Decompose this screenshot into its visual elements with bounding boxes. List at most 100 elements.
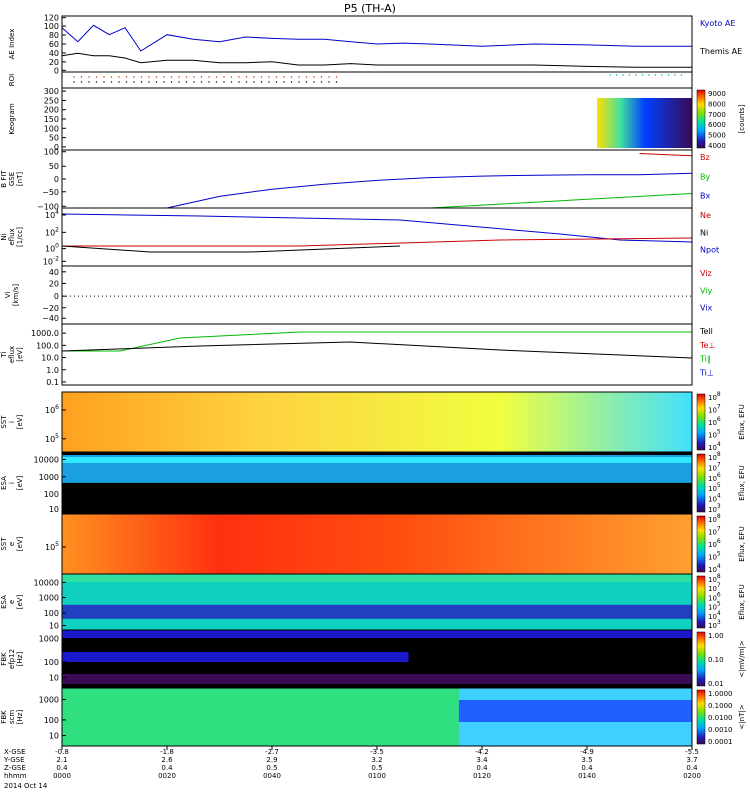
panel-12: FBKscm[Hz] 1000 100 10 1.0000 0.1000 0.0100 0.0… <box>0 687 746 747</box>
colorbar-tick-label: 0.01 <box>708 680 724 688</box>
y-axis-label: Tieflux[eV] <box>0 346 24 363</box>
roi-dot <box>622 74 624 76</box>
y-axis-label: AE Index <box>8 29 16 60</box>
y-tick-label: 104 <box>45 209 59 220</box>
colorbar-tick-label: 0.1000 <box>708 702 733 710</box>
roi-dot <box>230 76 233 78</box>
y-tick-label: 0 <box>54 66 59 75</box>
roi-dot <box>230 81 233 83</box>
roi-dot <box>253 76 255 78</box>
heatmap-band <box>62 652 409 662</box>
colorbar-tick-label: 103 <box>708 503 721 514</box>
heatmap-cells <box>62 514 692 574</box>
y-axis-label: B FITGSE[nT] <box>0 170 24 188</box>
y-tick-label: 20 <box>49 279 59 288</box>
heatmap-band <box>62 630 692 638</box>
x-tick-label: 0040 <box>263 772 281 780</box>
colorbar-tick-label: 108 <box>708 513 721 524</box>
colorbar-tick-label: 108 <box>708 391 721 402</box>
roi-dot <box>245 81 248 83</box>
colorbar-label: [counts] <box>738 104 746 133</box>
roi-dot <box>200 76 203 78</box>
roi-dot <box>268 81 270 83</box>
roi-dot <box>185 76 188 78</box>
colorbar-tick-label: 0.10 <box>708 656 724 664</box>
roi-dot <box>103 76 105 78</box>
roi-dot <box>200 81 203 83</box>
colorbar-tick-label: 108 <box>708 573 721 584</box>
roi-dot <box>290 76 293 78</box>
colorbar <box>696 393 706 451</box>
roi-dot <box>275 81 278 83</box>
colorbar-tick-label: 6000 <box>708 121 726 129</box>
y-tick-label: 200 <box>44 106 59 115</box>
y-tick-label: 105 <box>45 541 59 552</box>
roi-dot <box>185 81 188 83</box>
colorbar-tick-label: 0.0100 <box>708 714 733 722</box>
x-tick-label: 3.4 <box>476 756 488 764</box>
colorbar-tick-label: 105 <box>708 551 721 562</box>
roi-dot <box>223 76 225 78</box>
x-tick-label: -5.5 <box>685 748 699 756</box>
panel-5: Viz Viy Vix Vi[km/s] 40 20 0 −20−40 <box>4 265 713 325</box>
footer-row-label: Z-GSE <box>4 764 26 772</box>
x-tick-label: 2.6 <box>161 756 173 764</box>
roi-dot <box>680 74 683 76</box>
x-tick-label: 0120 <box>473 772 491 780</box>
roi-dot <box>148 76 150 78</box>
y-tick-label: 100 <box>44 658 59 667</box>
colorbar <box>696 89 706 149</box>
y-tick-label: 60 <box>49 40 59 49</box>
x-tick-label: -0.8 <box>55 748 69 756</box>
y-tick-label: 1000 <box>39 635 59 644</box>
y-tick-label: 10-2 <box>43 255 59 266</box>
colorbar-tick-label: 1.00 <box>708 632 724 640</box>
legend-entry: Ti⊥ <box>699 368 714 377</box>
roi-dot <box>163 76 165 78</box>
roi-dot <box>193 81 195 83</box>
y-axis-label: ROI <box>8 74 16 86</box>
y-tick-label: 10 <box>49 622 59 631</box>
colorbar-tick-label: 107 <box>708 526 721 537</box>
keogram-image <box>597 98 692 148</box>
roi-dot <box>283 81 285 83</box>
y-tick-label: 50 <box>49 162 59 171</box>
x-tick-label: 0.4 <box>686 764 698 772</box>
x-tick-label: 0.5 <box>371 764 382 772</box>
roi-dot <box>635 74 637 76</box>
y-tick-label: −100 <box>37 202 59 211</box>
roi-dot <box>95 81 98 83</box>
roi-dot <box>253 81 255 83</box>
heatmap-band <box>62 457 692 463</box>
roi-dot <box>88 81 90 83</box>
y-axis-label: Vi[km/s] <box>4 284 20 307</box>
x-tick-label: 3.7 <box>686 756 697 764</box>
roi-dot <box>155 81 158 83</box>
panel-11: FBKefp12[Hz] 1000 100 10 1.00 0.10 0.01 <|mV/m|… <box>0 629 746 689</box>
keogram-background <box>62 88 692 150</box>
roi-dot <box>193 76 195 78</box>
roi-dot <box>215 76 218 78</box>
y-tick-label: −20 <box>42 304 59 313</box>
colorbar-tick-label: 106 <box>708 538 721 549</box>
y-axis-label: ESAe[eV] <box>0 594 24 609</box>
x-tick-label: 0.4 <box>581 764 593 772</box>
y-tick-label: 10 <box>49 505 59 514</box>
colorbar-label: Eflux, EFU <box>738 584 746 619</box>
y-tick-label: 10 <box>49 732 59 741</box>
legend-entry: Viz <box>700 269 712 278</box>
roi-dot <box>674 74 676 76</box>
y-tick-label: 300 <box>44 87 59 96</box>
y-tick-label: 100 <box>45 243 59 254</box>
roi-dot <box>103 81 105 83</box>
x-tick-label: 0.5 <box>266 764 277 772</box>
roi-dot <box>95 76 98 78</box>
colorbar-tick-label: 7000 <box>708 111 726 119</box>
heatmap-band <box>62 574 692 582</box>
y-tick-label: 1000 <box>39 473 59 482</box>
roi-dot <box>163 81 165 83</box>
y-tick-label: 105 <box>45 433 59 444</box>
colorbar-tick-label: 4000 <box>708 142 726 150</box>
